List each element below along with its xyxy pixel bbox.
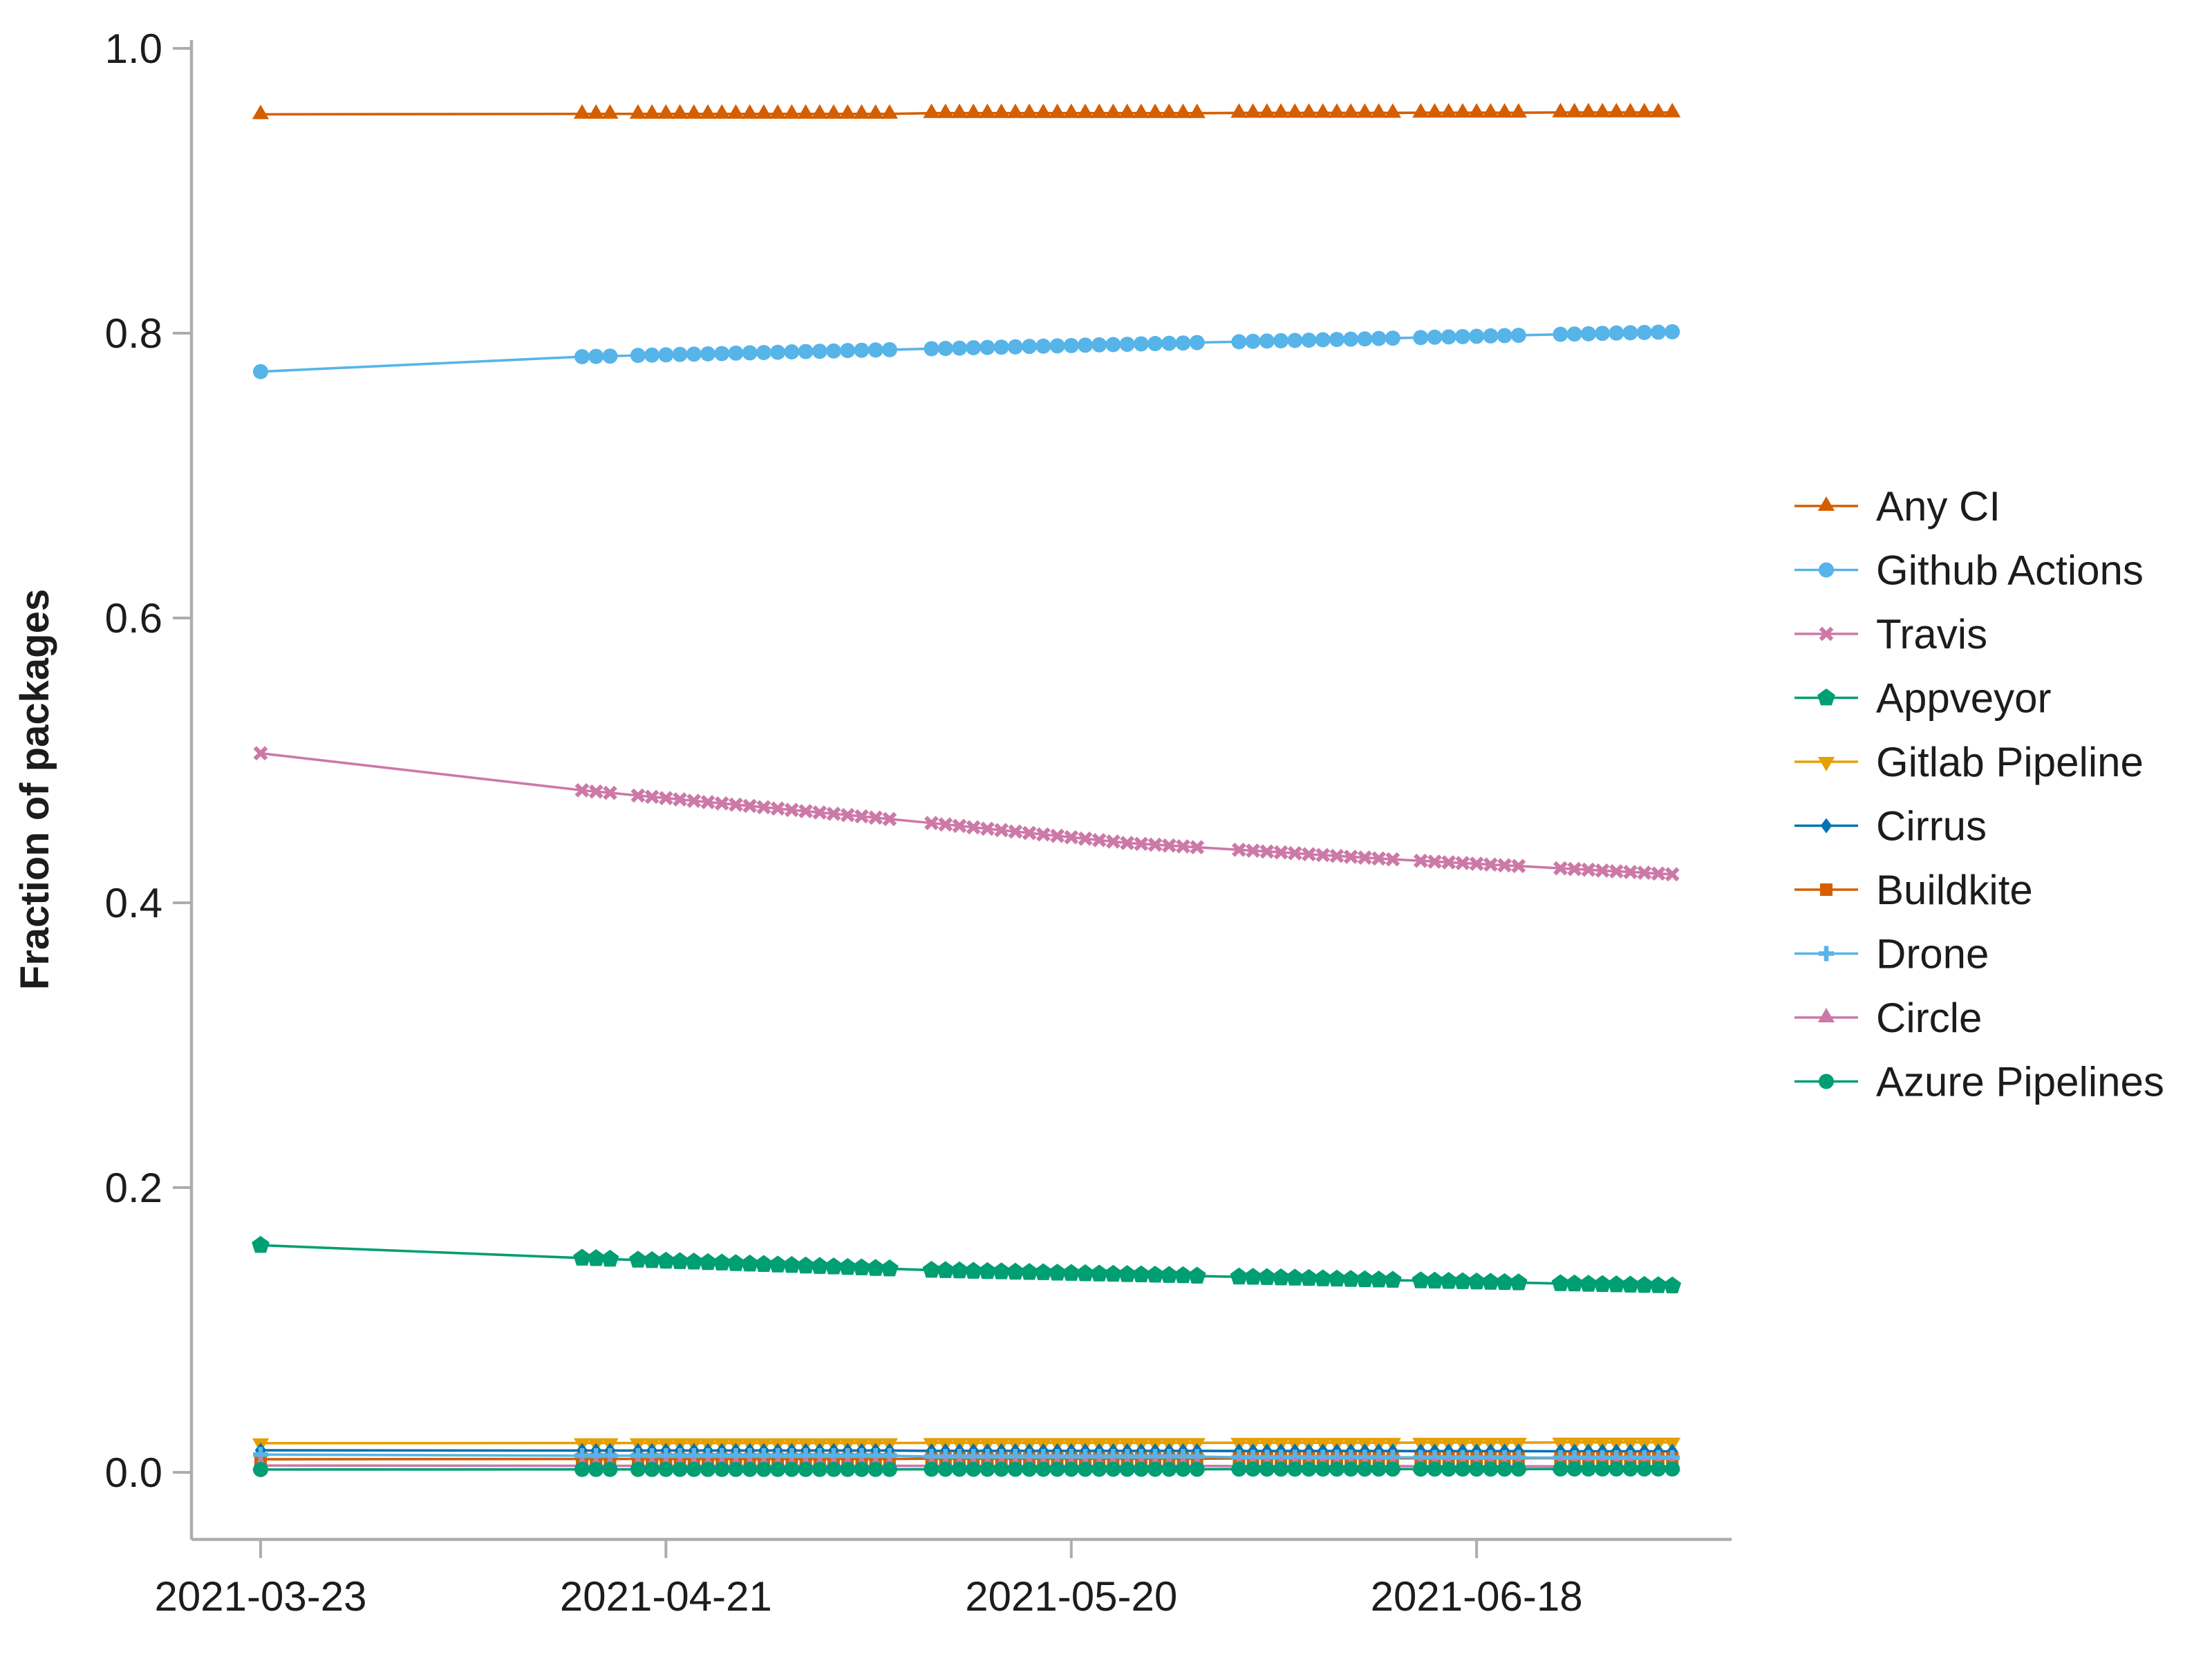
legend-label: Appveyor bbox=[1876, 675, 2051, 722]
any-ci-marker-icon bbox=[1817, 496, 1835, 511]
drone-marker-icon bbox=[1819, 946, 1834, 962]
series-appveyor bbox=[252, 1235, 1682, 1294]
buildkite-marker-icon bbox=[1820, 883, 1833, 896]
series-markers bbox=[253, 746, 1680, 882]
legend-label: Circle bbox=[1876, 995, 1982, 1041]
series-line bbox=[260, 751, 1673, 876]
y-axis-title: Fraction of packages bbox=[12, 589, 57, 990]
legend-item-cirrus: Cirrus bbox=[1794, 803, 1987, 850]
series-markers bbox=[252, 1235, 1682, 1294]
legend-label: Drone bbox=[1876, 931, 1989, 977]
legend-label: Gitlab Pipeline bbox=[1876, 739, 2144, 785]
legend-item-travis: Travis bbox=[1794, 611, 1987, 657]
y-tick-label: 1.0 bbox=[105, 26, 162, 72]
legend-label: Cirrus bbox=[1876, 803, 1987, 850]
series-any-ci bbox=[252, 102, 1681, 120]
cirrus-marker-icon bbox=[1820, 818, 1833, 834]
github-actions-marker-icon bbox=[1819, 562, 1834, 578]
legend-label: Any CI bbox=[1876, 483, 2000, 529]
x-tick-label: 2021-06-18 bbox=[1371, 1573, 1583, 1620]
x-tick-label: 2021-03-23 bbox=[155, 1573, 367, 1620]
axes: 0.0 0.2 0.4 0.6 0.8 1.0 2021-03-23 2021-04-21 20… bbox=[105, 26, 1732, 1620]
azure-pipelines-marker-icon bbox=[1819, 1074, 1834, 1089]
legend-item-circle: Circle bbox=[1794, 995, 1982, 1041]
legend-item-drone: Drone bbox=[1794, 931, 1989, 977]
legend-item-github-actions: Github Actions bbox=[1794, 547, 2144, 594]
y-tick-label: 0.4 bbox=[105, 880, 162, 926]
y-tick-label: 0.8 bbox=[105, 310, 162, 357]
legend: Any CI Github Actions Travis Appveyor Gitlab… bbox=[1794, 483, 2164, 1105]
legend-label: Azure Pipelines bbox=[1876, 1059, 2164, 1105]
legend-item-azure-pipelines: Azure Pipelines bbox=[1794, 1059, 2164, 1105]
gitlab-pipeline-marker-icon bbox=[1817, 757, 1835, 771]
legend-label: Github Actions bbox=[1876, 547, 2144, 594]
axis-spines bbox=[189, 40, 1732, 1541]
circle-marker-icon bbox=[1817, 1008, 1835, 1022]
y-tick-label: 0.6 bbox=[105, 595, 162, 641]
legend-item-any-ci: Any CI bbox=[1794, 483, 2000, 529]
appveyor-marker-icon bbox=[1817, 688, 1835, 706]
x-tick-label: 2021-05-20 bbox=[965, 1573, 1177, 1620]
series-markers bbox=[252, 102, 1681, 120]
series-markers bbox=[253, 324, 1680, 379]
y-tick-label: 0.0 bbox=[105, 1450, 162, 1496]
series-markers bbox=[253, 1461, 1680, 1477]
series-travis bbox=[253, 746, 1680, 882]
travis-marker-icon bbox=[1819, 626, 1834, 641]
x-tick-label: 2021-04-21 bbox=[560, 1573, 772, 1620]
legend-label: Travis bbox=[1876, 611, 1987, 657]
legend-item-buildkite: Buildkite bbox=[1794, 867, 2033, 913]
y-tick-label: 0.2 bbox=[105, 1165, 162, 1211]
series-azure-pipelines bbox=[253, 1461, 1680, 1477]
legend-item-gitlab-pipeline: Gitlab Pipeline bbox=[1794, 739, 2144, 785]
legend-label: Buildkite bbox=[1876, 867, 2033, 913]
series-github-actions bbox=[253, 324, 1680, 379]
legend-item-appveyor: Appveyor bbox=[1794, 675, 2051, 722]
